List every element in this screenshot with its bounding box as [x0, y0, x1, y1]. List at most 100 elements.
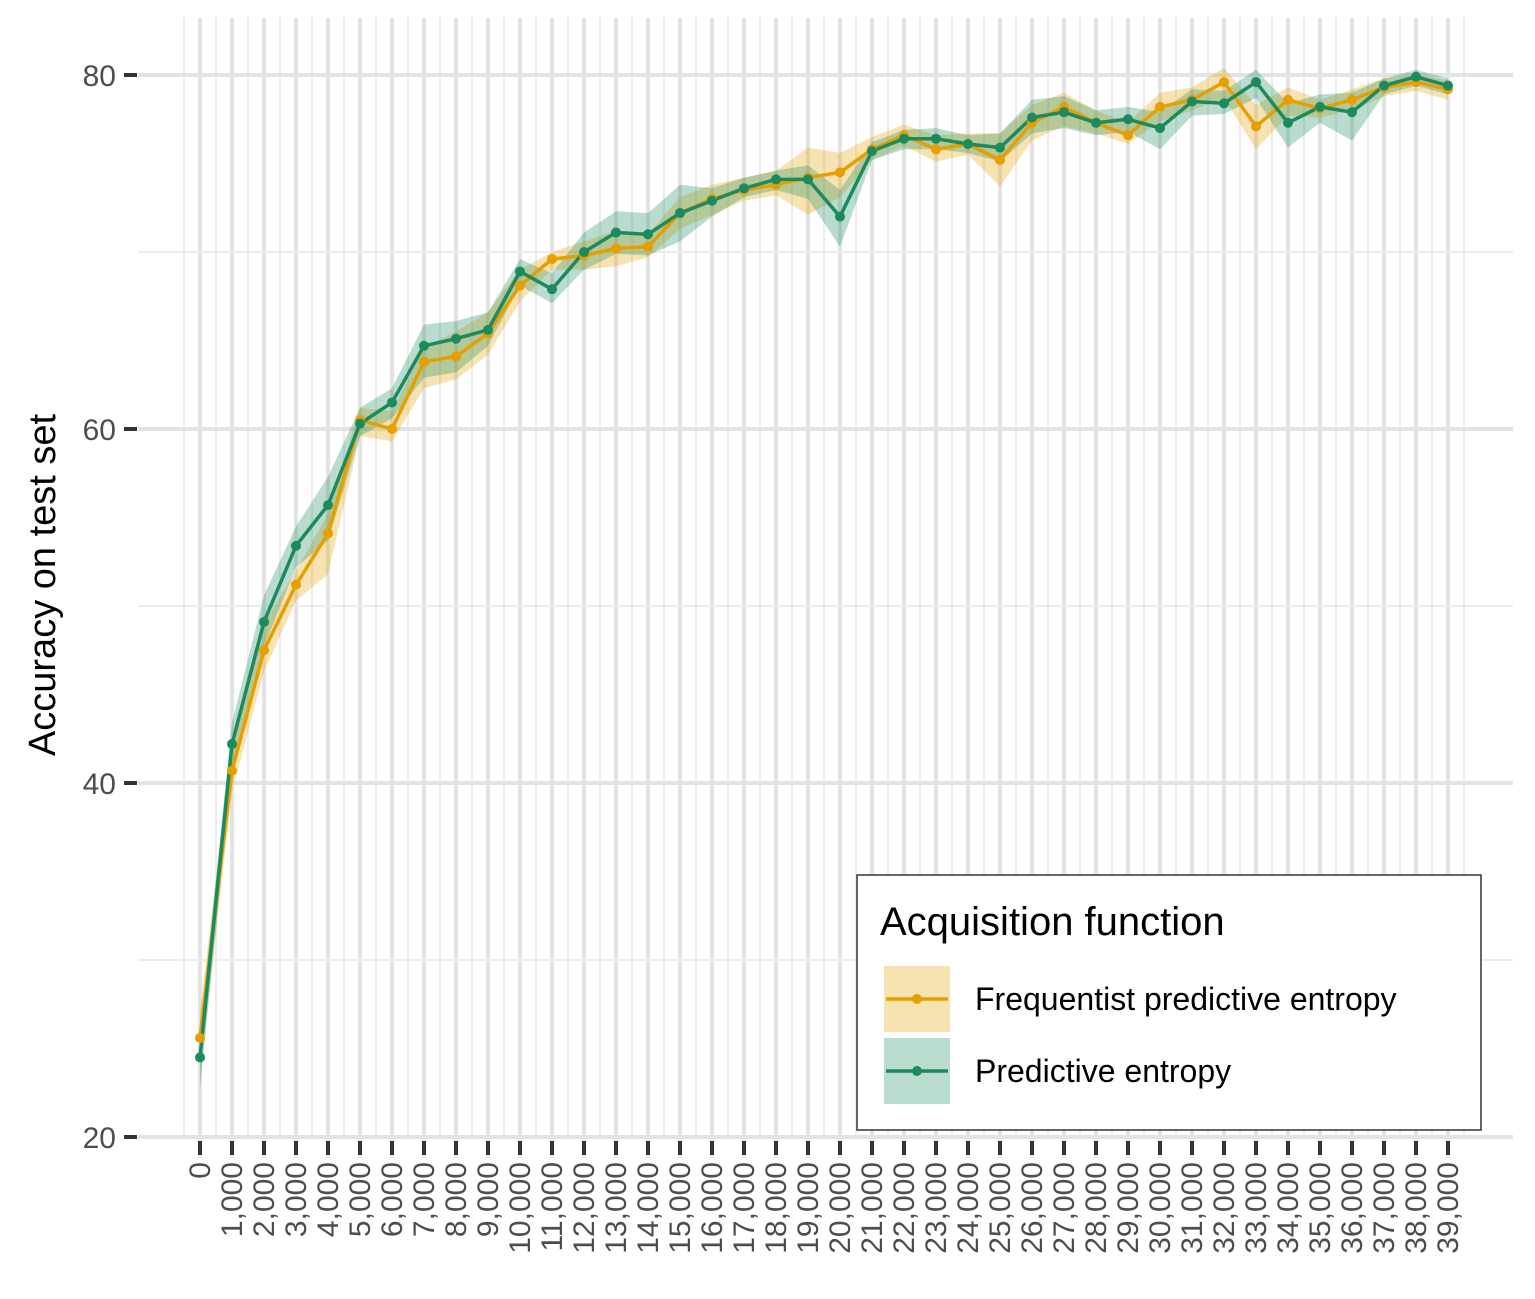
- data-point: [643, 241, 653, 252]
- x-tick-label: 24,000: [952, 1162, 985, 1254]
- x-tick-label: 37,000: [1368, 1162, 1401, 1254]
- data-point: [675, 208, 685, 219]
- x-tick-label: 28,000: [1080, 1162, 1113, 1254]
- data-point: [1315, 101, 1325, 112]
- data-point: [515, 280, 525, 291]
- x-tick-label: 38,000: [1400, 1162, 1433, 1254]
- x-tick-label: 7,000: [408, 1162, 441, 1237]
- data-point: [1155, 123, 1165, 134]
- x-tick-label: 4,000: [312, 1162, 345, 1237]
- legend-title: Acquisition function: [880, 900, 1225, 944]
- data-point: [227, 739, 237, 750]
- x-tick-label: 15,000: [664, 1162, 697, 1254]
- x-tick-label: 10,000: [504, 1162, 537, 1254]
- y-axis-title: Accuracy on test set: [22, 413, 64, 756]
- data-point: [835, 167, 845, 178]
- data-point: [227, 765, 237, 776]
- data-point: [547, 284, 557, 295]
- y-tick-label: 40: [83, 768, 116, 801]
- y-tick-label: 20: [83, 1122, 116, 1155]
- x-tick-label: 19,000: [792, 1162, 825, 1254]
- data-point: [1059, 107, 1069, 118]
- data-point: [1155, 101, 1165, 112]
- data-point: [1123, 114, 1133, 125]
- x-tick-label: 20,000: [824, 1162, 857, 1254]
- data-point: [995, 154, 1005, 165]
- x-tick-label: 18,000: [760, 1162, 793, 1254]
- data-point: [643, 229, 653, 240]
- data-point: [387, 424, 397, 434]
- data-point: [259, 645, 269, 656]
- x-tick-label: 27,000: [1048, 1162, 1081, 1254]
- x-tick-label: 2,000: [248, 1162, 281, 1237]
- data-point: [1283, 117, 1293, 128]
- data-point: [387, 397, 397, 408]
- x-tick-label: 0: [184, 1162, 217, 1179]
- x-tick-label: 36,000: [1336, 1162, 1369, 1254]
- data-point: [195, 1052, 205, 1063]
- data-point: [931, 144, 941, 155]
- data-point: [1091, 117, 1101, 128]
- data-point: [579, 247, 589, 257]
- x-tick-label: 32,000: [1208, 1162, 1241, 1254]
- x-tick-label: 5,000: [344, 1162, 377, 1237]
- data-point: [803, 174, 813, 185]
- x-tick-label: 35,000: [1304, 1162, 1337, 1254]
- data-point: [195, 1032, 205, 1043]
- x-tick-label: 3,000: [280, 1162, 313, 1237]
- data-point: [451, 351, 461, 362]
- data-point: [1411, 71, 1421, 82]
- x-tick-label: 33,000: [1240, 1162, 1273, 1254]
- data-point: [1187, 96, 1197, 107]
- data-point: [1347, 94, 1357, 105]
- legend-items: Frequentist predictive entropy Predictive…: [884, 966, 1397, 1104]
- data-point: [931, 133, 941, 144]
- data-point: [707, 195, 717, 206]
- x-tick-label: 16,000: [696, 1162, 729, 1254]
- data-point: [355, 418, 365, 429]
- series-points: [195, 71, 1453, 1063]
- data-point: [963, 139, 973, 150]
- data-point: [1283, 94, 1293, 105]
- y-tick-label: 80: [83, 60, 116, 93]
- data-point: [547, 254, 557, 265]
- data-point: [483, 324, 493, 335]
- x-tick-label: 1,000: [216, 1162, 249, 1237]
- data-point: [1443, 80, 1453, 91]
- x-tick-label: 25,000: [984, 1162, 1017, 1254]
- data-point: [611, 227, 621, 238]
- x-tick-label: 21,000: [856, 1162, 889, 1254]
- data-point: [1251, 77, 1261, 88]
- x-tick-label: 14,000: [632, 1162, 665, 1254]
- x-tick-label: 13,000: [600, 1162, 633, 1254]
- legend-box: [856, 874, 1482, 1131]
- data-point: [1219, 77, 1229, 88]
- x-tick-label: 17,000: [728, 1162, 761, 1254]
- x-tick-label: 30,000: [1144, 1162, 1177, 1254]
- data-point: [1219, 98, 1229, 109]
- x-tick-label: 22,000: [888, 1162, 921, 1254]
- data-point: [739, 183, 749, 194]
- x-tick-label: 9,000: [472, 1162, 505, 1237]
- data-point: [419, 356, 429, 367]
- series-line-0: [198, 80, 1449, 1039]
- x-tick-label: 11,000: [536, 1162, 569, 1252]
- data-point: [291, 579, 301, 590]
- x-tick-label: 39,000: [1432, 1162, 1465, 1254]
- data-point: [1251, 121, 1261, 132]
- data-point: [419, 340, 429, 351]
- data-point: [995, 142, 1005, 153]
- legend-label: Predictive entropy: [975, 1053, 1231, 1089]
- data-point: [867, 146, 877, 157]
- data-point: [771, 174, 781, 185]
- data-point: [1379, 80, 1389, 91]
- data-point: [451, 333, 461, 344]
- data-point: [1123, 130, 1133, 141]
- data-point: [1027, 112, 1037, 123]
- series-lines: [198, 75, 1449, 1058]
- data-point: [611, 243, 621, 254]
- x-tick-label: 6,000: [376, 1162, 409, 1237]
- x-tick-label: 31,000: [1176, 1162, 1209, 1254]
- x-tick-label: 23,000: [920, 1162, 953, 1254]
